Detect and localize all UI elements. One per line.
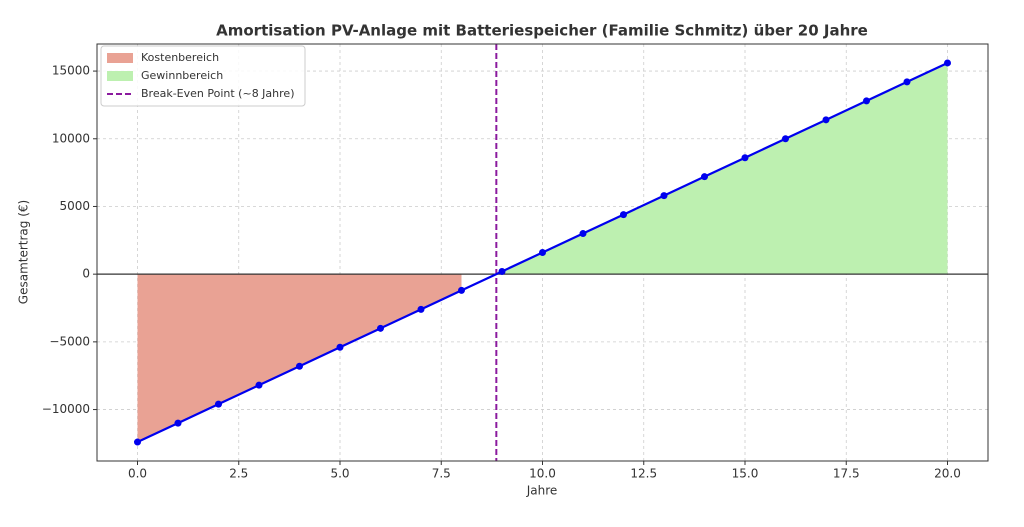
point bbox=[539, 249, 546, 256]
y-tick-label: −10000 bbox=[42, 402, 90, 416]
x-tick-label: 15.0 bbox=[732, 467, 759, 481]
x-tick-label: 12.5 bbox=[630, 467, 657, 481]
legend-label: Gewinnbereich bbox=[141, 69, 223, 82]
point bbox=[660, 192, 668, 200]
legend-swatch bbox=[107, 53, 133, 63]
y-axis-label: Gesamtertrag (€) bbox=[17, 200, 31, 304]
point bbox=[174, 419, 182, 427]
x-tick-label: 5.0 bbox=[330, 467, 349, 481]
x-tick-label: 0.0 bbox=[128, 467, 147, 481]
point bbox=[498, 267, 506, 275]
legend-label: Break-Even Point (~8 Jahre) bbox=[141, 87, 294, 100]
x-tick-label: 17.5 bbox=[833, 467, 860, 481]
point bbox=[863, 97, 870, 105]
x-tick-label: 2.5 bbox=[229, 467, 248, 481]
point bbox=[944, 59, 951, 67]
area-fill bbox=[137, 274, 462, 443]
point bbox=[134, 438, 141, 446]
point bbox=[701, 173, 708, 181]
y-tick-label: 10000 bbox=[52, 131, 90, 145]
point bbox=[741, 154, 749, 162]
plot-frame bbox=[96, 43, 989, 462]
point bbox=[255, 381, 263, 389]
legend-swatch bbox=[107, 71, 133, 81]
y-tick-label: −5000 bbox=[49, 334, 90, 348]
point bbox=[620, 211, 627, 219]
point bbox=[458, 286, 465, 294]
point bbox=[336, 343, 344, 351]
point bbox=[296, 362, 303, 370]
y-tick-label: 5000 bbox=[59, 199, 90, 213]
point bbox=[903, 78, 911, 86]
chart-title: Amortisation PV-Anlage mit Batteriespeic… bbox=[216, 22, 868, 40]
x-tick-label: 10.0 bbox=[529, 467, 556, 481]
point bbox=[417, 305, 425, 313]
legend-label: Kostenbereich bbox=[141, 51, 219, 64]
y-tick-label: 15000 bbox=[52, 64, 90, 78]
point bbox=[822, 116, 830, 124]
x-tick-label: 20.0 bbox=[934, 467, 961, 481]
point bbox=[377, 324, 384, 332]
x-axis-label: Jahre bbox=[526, 484, 558, 498]
point bbox=[782, 135, 789, 143]
legend: Kostenbereich Gewinnbereich Break-Even Poi… bbox=[100, 45, 306, 107]
y-tick-label: 0 bbox=[82, 267, 90, 281]
x-tick-label: 7.5 bbox=[432, 467, 451, 481]
point bbox=[215, 400, 222, 408]
legend-box bbox=[100, 45, 306, 107]
point bbox=[579, 230, 587, 238]
